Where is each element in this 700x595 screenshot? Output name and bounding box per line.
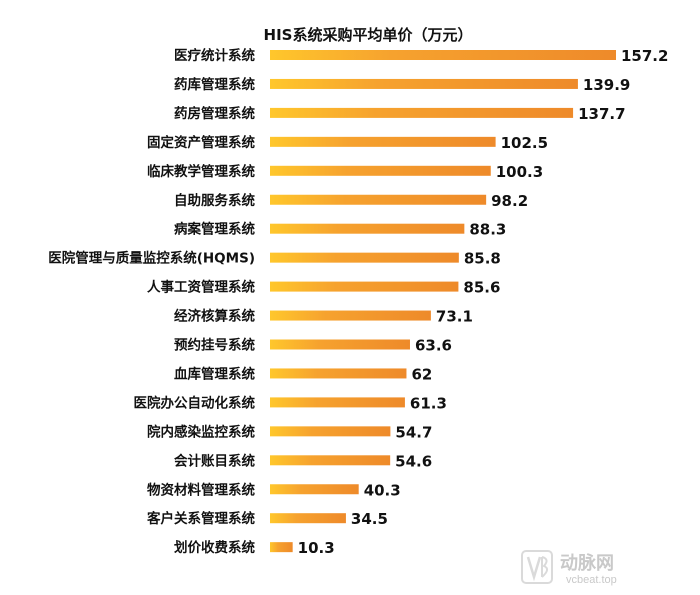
bar bbox=[270, 107, 574, 118]
value-label: 10.3 bbox=[298, 539, 335, 557]
bar bbox=[270, 223, 465, 234]
bar bbox=[270, 397, 405, 408]
category-label: 药库管理系统 bbox=[174, 76, 255, 93]
value-label: 157.2 bbox=[621, 47, 668, 65]
value-label: 88.3 bbox=[469, 221, 506, 239]
category-label: 院内感染监控系统 bbox=[147, 423, 255, 440]
category-label: 医院管理与质量监控系统(HQMS) bbox=[48, 250, 255, 267]
value-label: 85.8 bbox=[464, 250, 501, 268]
value-label: 54.6 bbox=[395, 452, 432, 470]
value-label: 100.3 bbox=[496, 163, 543, 181]
value-label: 54.7 bbox=[395, 423, 432, 441]
value-label: 61.3 bbox=[410, 394, 447, 412]
bars-group: 医疗统计系统 157.2 药库管理系统 139.9 药房管理系统 137.7 固定资产管理系… bbox=[48, 47, 668, 557]
category-label: 预约挂号系统 bbox=[174, 337, 255, 354]
value-label: 40.3 bbox=[364, 481, 401, 499]
watermark-logo: 动脉网 vcbeat.top bbox=[521, 550, 617, 586]
value-label: 139.9 bbox=[583, 76, 630, 94]
bar bbox=[270, 281, 459, 292]
vb-logo-icon bbox=[521, 550, 553, 584]
bar bbox=[270, 455, 391, 466]
category-label: 临床教学管理系统 bbox=[147, 163, 255, 180]
bar bbox=[270, 78, 578, 89]
bar bbox=[270, 310, 431, 321]
watermark-text: 动脉网 bbox=[560, 552, 614, 573]
bar bbox=[270, 252, 459, 263]
bar bbox=[270, 426, 391, 437]
value-label: 102.5 bbox=[501, 134, 548, 152]
category-label: 划价收费系统 bbox=[174, 539, 255, 556]
category-label: 药房管理系统 bbox=[174, 105, 255, 122]
bar bbox=[270, 368, 407, 379]
value-label: 34.5 bbox=[351, 510, 388, 528]
category-label: 人事工资管理系统 bbox=[147, 279, 255, 296]
bar bbox=[270, 513, 346, 524]
category-label: 会计账目系统 bbox=[174, 452, 255, 469]
bar bbox=[270, 165, 491, 176]
bar bbox=[270, 194, 487, 205]
bar bbox=[270, 484, 359, 495]
bar bbox=[270, 50, 616, 60]
category-label: 自助服务系统 bbox=[174, 192, 255, 209]
value-label: 85.6 bbox=[463, 279, 500, 297]
value-label: 137.7 bbox=[578, 105, 625, 123]
watermark-url: vcbeat.top bbox=[566, 574, 617, 586]
category-label: 血库管理系统 bbox=[174, 365, 255, 382]
category-label: 医疗统计系统 bbox=[174, 47, 255, 64]
category-label: 医院办公自动化系统 bbox=[134, 394, 256, 411]
bar bbox=[270, 339, 410, 350]
bar bbox=[270, 136, 496, 147]
value-label: 63.6 bbox=[415, 337, 452, 355]
category-label: 客户关系管理系统 bbox=[146, 510, 255, 527]
chart-title: HIS系统采购平均单价（万元） bbox=[264, 26, 473, 44]
category-label: 病案管理系统 bbox=[174, 221, 255, 238]
category-label: 物资材料管理系统 bbox=[147, 481, 255, 498]
value-label: 98.2 bbox=[491, 192, 528, 210]
category-label: 固定资产管理系统 bbox=[147, 134, 255, 151]
value-label: 62 bbox=[411, 365, 432, 383]
value-label: 73.1 bbox=[436, 308, 473, 326]
category-label: 经济核算系统 bbox=[174, 308, 255, 325]
bar bbox=[270, 542, 293, 553]
